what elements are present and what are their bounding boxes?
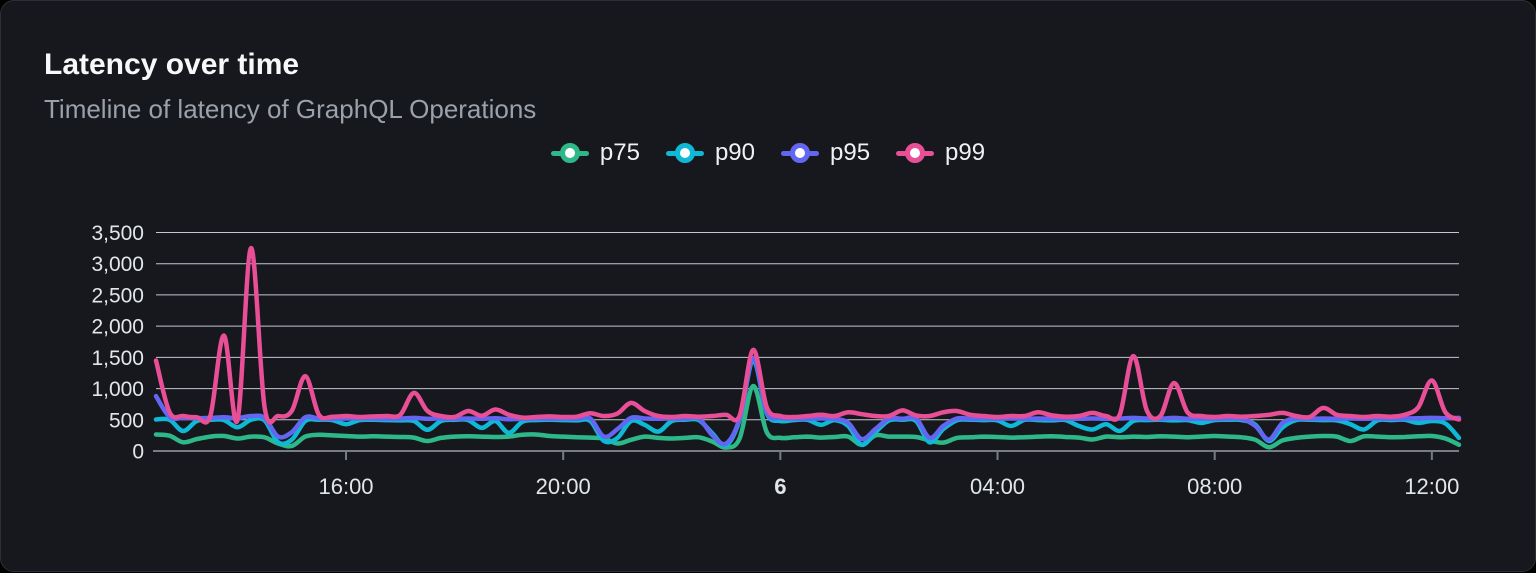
y-axis-label: 3,500 [91, 222, 144, 245]
series-line-p95 [156, 358, 1459, 444]
x-axis-label: 20:00 [536, 474, 591, 499]
y-axis-label: 0 [132, 441, 144, 464]
y-axis-label: 2,500 [91, 284, 144, 307]
x-axis-label: 6 [774, 474, 786, 499]
y-axis-label: 500 [109, 409, 144, 432]
x-axis-label: 08:00 [1187, 474, 1242, 499]
y-axis-label: 1,500 [91, 347, 144, 370]
x-axis-label: 04:00 [970, 474, 1025, 499]
x-axis-label: 12:00 [1404, 474, 1459, 499]
y-axis-label: 2,000 [91, 316, 144, 339]
y-axis-label: 3,000 [91, 253, 144, 276]
x-axis-label: 16:00 [318, 474, 373, 499]
series-line-p99 [156, 248, 1459, 422]
y-axis-label: 1,000 [91, 378, 144, 401]
